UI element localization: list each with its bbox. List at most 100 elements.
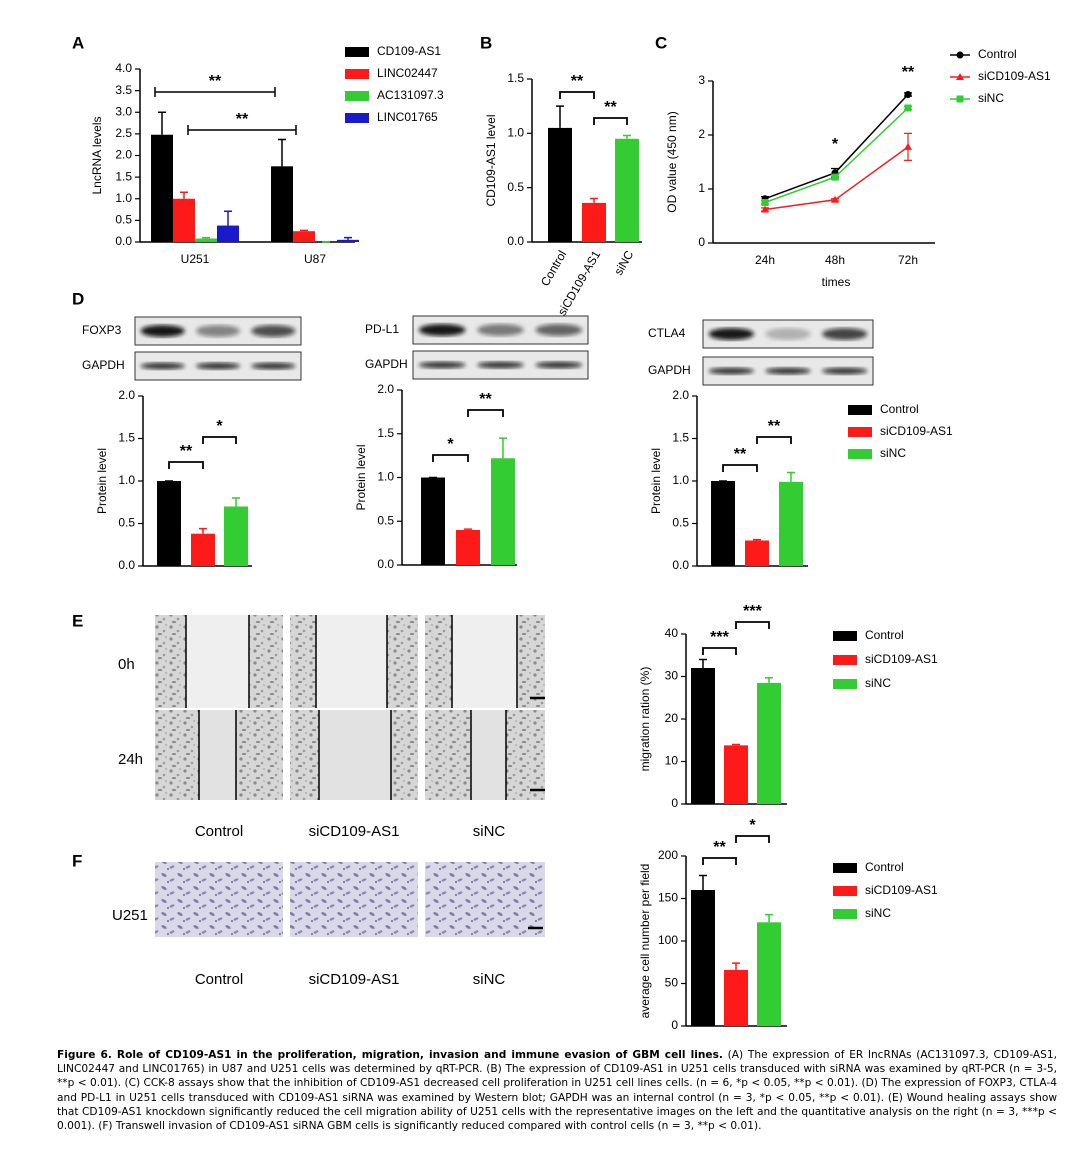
bar — [582, 202, 606, 242]
y-tick-label: 0 — [671, 796, 678, 810]
column-label: siNC — [473, 823, 506, 840]
error-bar — [499, 437, 507, 459]
significance-bracket — [202, 436, 237, 444]
error-bar — [344, 236, 352, 240]
error-bar — [732, 962, 740, 970]
y-tick-label: 3 — [698, 73, 705, 87]
x-tick-label: U87 — [304, 252, 326, 266]
row-label: 24h — [118, 751, 143, 768]
blot-label: GAPDH — [365, 357, 408, 371]
wound-gap — [186, 615, 249, 708]
y-axis-label: Protein level — [354, 444, 368, 510]
legend-swatch — [345, 47, 369, 57]
y-tick-label: 2.0 — [377, 382, 394, 396]
column-label: Control — [195, 823, 243, 840]
legend-label: CD109-AS1 — [377, 44, 441, 58]
bar — [724, 745, 748, 804]
legend-label: LINC01765 — [377, 110, 438, 124]
error-bar — [158, 111, 166, 135]
blot-band — [140, 362, 185, 370]
significance-label: ** — [479, 391, 492, 408]
significance-bracket — [756, 436, 792, 444]
bar — [724, 969, 748, 1026]
legend-swatch — [833, 631, 857, 641]
y-axis-label: average cell number per field — [638, 864, 652, 1019]
panel-label: A — [72, 33, 84, 52]
error-bar — [732, 743, 740, 746]
blot-band — [708, 328, 754, 340]
y-tick-label: 1.5 — [507, 71, 524, 85]
row-label: 0h — [118, 656, 135, 673]
y-tick-label: 1.5 — [377, 426, 394, 440]
bar — [548, 127, 572, 242]
legend-swatch — [833, 655, 857, 665]
y-tick-label: 2.0 — [118, 388, 135, 402]
significance-label: * — [216, 418, 223, 435]
error-bar — [180, 191, 188, 199]
significance-label: ** — [734, 446, 747, 463]
bar — [691, 890, 715, 1026]
legend-swatch — [833, 886, 857, 896]
legend-swatch — [848, 449, 872, 459]
significance-bracket — [467, 409, 504, 417]
error-bar — [232, 497, 240, 507]
significance-label: ** — [604, 99, 617, 116]
blot-band — [765, 328, 811, 340]
legend-label: AC131097.3 — [377, 88, 444, 102]
legend-label: Control — [880, 402, 919, 416]
bar — [217, 225, 239, 242]
y-tick-label: 2 — [698, 127, 705, 141]
panel-label: D — [72, 289, 84, 308]
bar — [779, 481, 803, 566]
y-tick-label: 0.0 — [672, 558, 689, 572]
y-tick-label: 3.5 — [115, 83, 132, 97]
significance-bracket — [735, 621, 770, 629]
significance-label: ** — [902, 64, 915, 81]
y-tick-label: 0 — [698, 235, 705, 249]
error-bar — [623, 134, 631, 139]
blot-band — [251, 325, 296, 337]
error-bar — [753, 538, 761, 541]
significance-bracket — [187, 125, 297, 135]
y-tick-label: 0.5 — [118, 516, 135, 530]
blot-band — [822, 367, 868, 375]
y-axis-label: Protein level — [95, 448, 109, 514]
legend-swatch — [833, 679, 857, 689]
micrograph — [155, 862, 283, 937]
significance-bracket — [154, 87, 276, 97]
line — [764, 107, 909, 204]
y-tick-label: 1.0 — [672, 473, 689, 487]
legend-label: siCD109-AS1 — [865, 652, 938, 666]
bar — [757, 682, 781, 804]
error-bar — [765, 677, 773, 683]
column-label: siCD109-AS1 — [309, 971, 400, 988]
point — [956, 95, 964, 103]
bar — [173, 198, 195, 242]
blot-label: CTLA4 — [648, 326, 686, 340]
point — [761, 205, 769, 213]
blot-band — [477, 324, 524, 336]
bar — [151, 134, 173, 242]
point — [904, 104, 912, 112]
y-tick-label: 1.5 — [118, 431, 135, 445]
y-axis-label: migration ration (%) — [638, 667, 652, 772]
y-tick-label: 3.0 — [115, 104, 132, 118]
bar — [293, 231, 315, 242]
y-axis-label: OD value (450 nm) — [665, 111, 679, 212]
y-axis-label: LncRNA levels — [90, 116, 104, 194]
legend-label: Control — [978, 47, 1017, 61]
error-bar — [464, 528, 472, 530]
bar — [337, 239, 359, 242]
row-label: U251 — [112, 907, 148, 924]
wound-gap — [319, 710, 391, 800]
significance-bracket — [702, 857, 737, 865]
y-tick-label: 40 — [665, 626, 679, 640]
blot-label: GAPDH — [82, 358, 125, 372]
x-tick-label: siNC — [611, 248, 636, 278]
error-bar — [765, 913, 773, 923]
column-label: Control — [195, 971, 243, 988]
significance-label: ** — [180, 443, 193, 460]
point — [904, 91, 912, 98]
legend-swatch — [848, 427, 872, 437]
blot-band — [418, 361, 466, 369]
